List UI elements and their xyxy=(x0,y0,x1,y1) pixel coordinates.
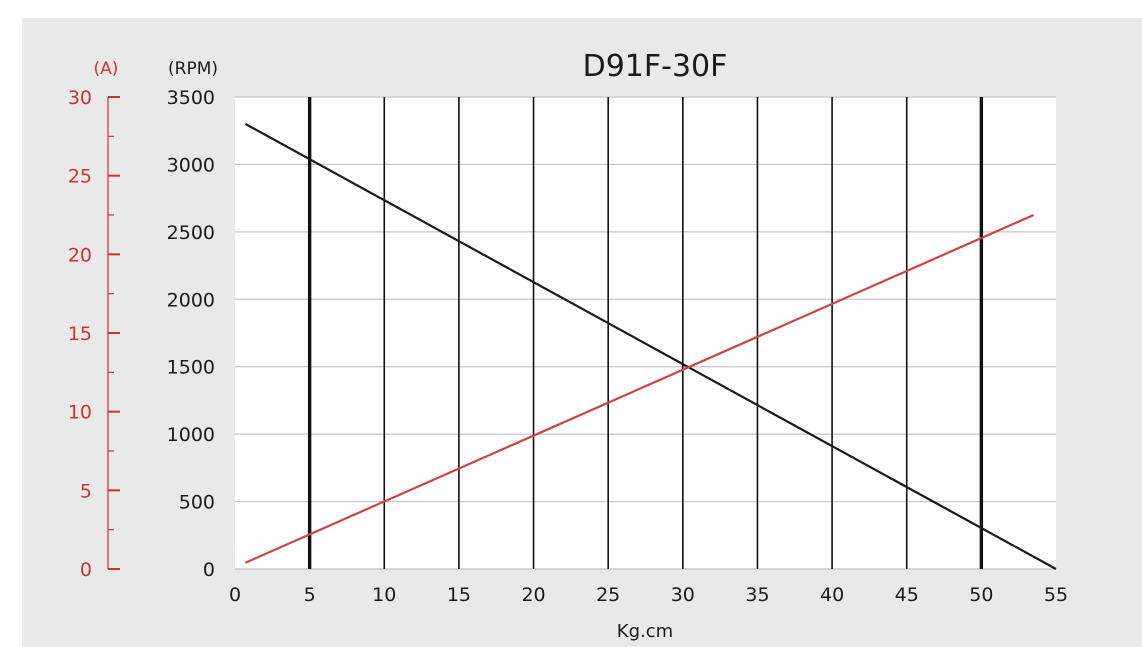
current-tick-label: 0 xyxy=(80,559,92,581)
current-tick-label: 30 xyxy=(68,87,92,109)
rpm-tick-label: 0 xyxy=(203,559,215,581)
current-axis: 0 5 10 15 20 25 30 xyxy=(68,87,120,581)
x-tick-label: 15 xyxy=(447,584,471,606)
x-tick-label: 35 xyxy=(745,584,769,606)
rpm-tick-label: 500 xyxy=(179,492,215,514)
rpm-tick-label: 1000 xyxy=(167,424,215,446)
rpm-axis-ticks: 0 500 1000 1500 2000 2500 3000 3500 xyxy=(167,87,215,581)
x-tick-label: 25 xyxy=(596,584,620,606)
current-line xyxy=(245,213,1035,564)
x-tick-label: 55 xyxy=(1044,584,1068,606)
rpm-tick-label: 3500 xyxy=(167,87,215,109)
x-tick-label: 45 xyxy=(895,584,919,606)
x-axis-label: Kg.cm xyxy=(617,621,673,642)
x-tick-label: 20 xyxy=(521,584,545,606)
current-tick-label: 25 xyxy=(68,166,92,188)
series-layer xyxy=(244,123,1057,570)
x-tick-label: 50 xyxy=(969,584,993,606)
current-tick-label: 5 xyxy=(80,480,92,502)
vertical-gridlines xyxy=(307,97,984,569)
current-tick-label: 15 xyxy=(68,323,92,345)
horizontal-gridlines xyxy=(235,96,1056,570)
x-tick-label: 10 xyxy=(372,584,396,606)
rpm-line xyxy=(244,123,1057,570)
rpm-tick-label: 2000 xyxy=(167,289,215,311)
rpm-tick-label: 3000 xyxy=(167,154,215,176)
x-tick-label: 0 xyxy=(229,584,241,606)
plot-area xyxy=(235,97,1056,569)
rpm-tick-label: 1500 xyxy=(167,357,215,379)
rpm-unit-label: (RPM) xyxy=(168,59,218,79)
x-tick-label: 30 xyxy=(671,584,695,606)
current-tick-label: 20 xyxy=(68,244,92,266)
current-unit-label: (A) xyxy=(94,59,119,79)
chart-title: D91F-30F xyxy=(583,49,728,84)
current-tick-label: 10 xyxy=(68,402,92,424)
x-tick-label: 5 xyxy=(304,584,316,606)
rpm-tick-label: 2500 xyxy=(167,222,215,244)
x-axis-ticks: 0 5 10 15 20 25 30 35 40 45 50 55 xyxy=(229,584,1068,606)
x-tick-label: 40 xyxy=(820,584,844,606)
